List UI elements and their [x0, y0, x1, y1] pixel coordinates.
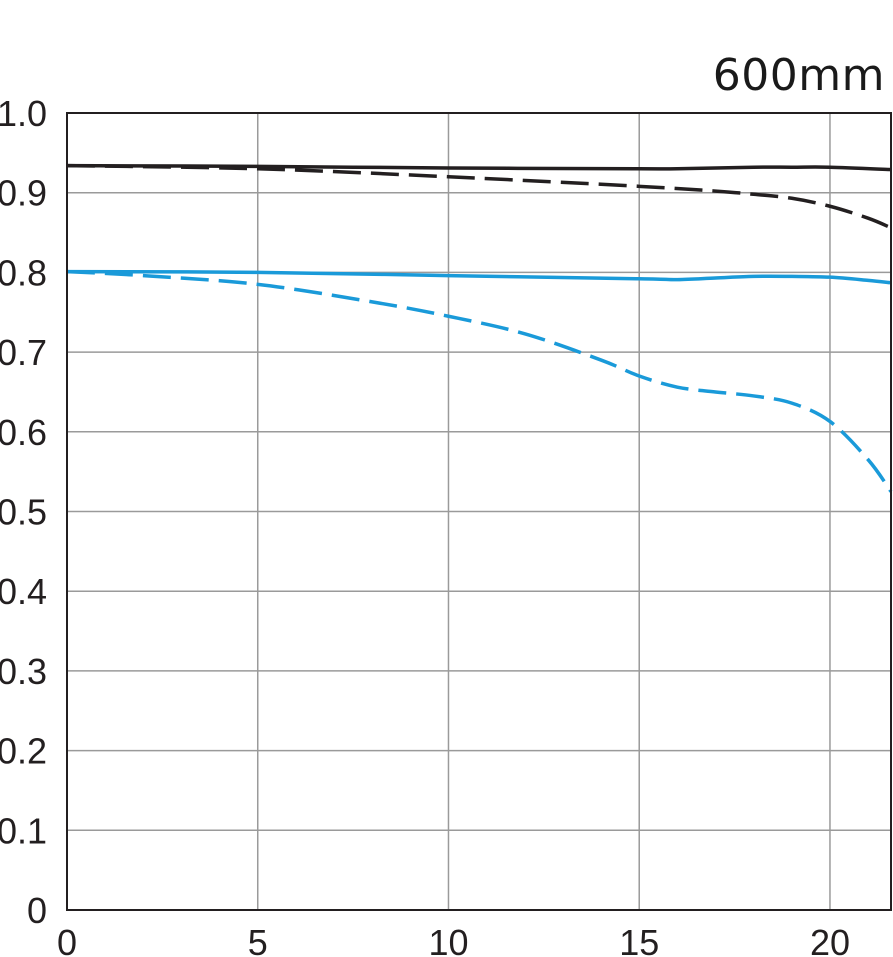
y-tick-label: 0.8: [0, 252, 47, 293]
x-tick-label: 5: [248, 922, 268, 957]
y-tick-label: 0.2: [0, 731, 47, 772]
y-tick-label: 0: [27, 890, 47, 931]
y-tick-label: 0.1: [0, 810, 47, 851]
series-line-3: [66, 269, 892, 285]
x-tick-label: 15: [619, 922, 659, 957]
series-line-4: [66, 269, 893, 493]
tick-labels: 0 5 10 15 20 0 0.1 0.2 0.3 0.4 0.5 0.6 0.7 0.8 0.9 1.0: [0, 93, 850, 957]
y-tick-label: 0.9: [0, 173, 47, 214]
series-line-2: [66, 163, 892, 230]
plot-frame: [66, 112, 892, 911]
y-tick-label: 0.3: [0, 651, 47, 692]
series-group: [66, 163, 893, 493]
y-tick-label: 0.5: [0, 492, 47, 533]
x-tick-label: 20: [810, 922, 850, 957]
x-tick-label: 0: [57, 922, 77, 957]
y-tick-label: 0.6: [0, 412, 47, 453]
y-tick-label: 0.7: [0, 332, 47, 373]
grid: [67, 113, 891, 910]
x-tick-label: 10: [428, 922, 468, 957]
y-tick-label: 1.0: [0, 93, 47, 134]
y-tick-label: 0.4: [0, 571, 47, 612]
series-line-1: [66, 163, 892, 172]
chart-title: 600mm: [712, 50, 885, 101]
